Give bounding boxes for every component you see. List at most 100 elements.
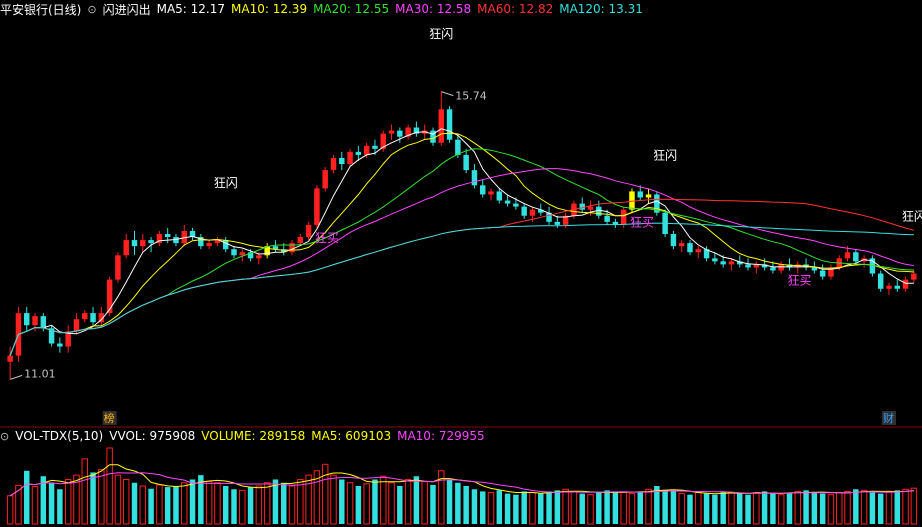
volume-bar (496, 490, 503, 524)
ma-lines (9, 128, 915, 356)
candle-body (289, 243, 295, 253)
candle-body (90, 313, 96, 323)
volume-bar (372, 479, 378, 524)
volume-panel (6, 447, 918, 525)
volume-bar (538, 493, 544, 524)
volume-bar (546, 491, 552, 524)
volume-bar (156, 484, 163, 525)
volume-bar (31, 486, 39, 525)
volume-bar (562, 488, 569, 525)
collapse-icon[interactable]: ⊙ (0, 429, 10, 443)
candle-body (844, 252, 851, 259)
candle-body (902, 279, 909, 289)
volume-bar (388, 482, 395, 525)
high-label: 15.74 (455, 90, 487, 103)
candle-body (546, 212, 552, 222)
buy-signal-label: 狂买 (787, 274, 811, 288)
candle-body (140, 240, 146, 247)
candle-body (305, 224, 312, 238)
candle-body (894, 285, 901, 289)
high-pointer (441, 91, 454, 97)
candle-body (380, 133, 386, 149)
volume-bar (73, 474, 80, 525)
volume-bar (81, 458, 88, 525)
candle-body (164, 234, 171, 238)
candle-body (562, 215, 569, 225)
volume-bar (777, 494, 785, 525)
ma-legend-item: MA120: 13.31 (559, 2, 643, 16)
volume-bar (910, 487, 918, 525)
volume-bar (297, 478, 304, 525)
candle-body (115, 255, 121, 280)
candle-body (355, 151, 362, 155)
ma120-line (9, 222, 914, 356)
volume-bar (363, 483, 370, 525)
collapse-icon[interactable]: ⊙ (87, 2, 97, 16)
volume-bar (620, 492, 627, 525)
event-marker: 财 (883, 411, 894, 425)
stock-title[interactable]: 平安银行(日线) (0, 2, 82, 17)
indicator-name[interactable]: 闪进闪出 (102, 2, 151, 17)
candle-body (148, 240, 154, 244)
candle-body (446, 109, 453, 140)
volume-bar (902, 488, 909, 525)
candle-body (181, 230, 187, 244)
volume-bar (728, 492, 735, 525)
ma60-line (9, 198, 915, 356)
volume-bar (173, 486, 179, 524)
candle-body (48, 328, 55, 344)
candle-body (173, 237, 179, 244)
candle-body (247, 252, 254, 259)
volume-bar (521, 491, 527, 524)
candle-body (405, 127, 411, 137)
volume-bar (786, 492, 793, 524)
ma30-line (9, 168, 914, 356)
volume-bar (355, 486, 362, 524)
volume-bar (827, 494, 835, 525)
volume-bar (479, 491, 486, 524)
volume-bar (687, 494, 693, 524)
candle-body (322, 170, 328, 189)
volume-bar (737, 493, 743, 524)
vol-indicator-name[interactable]: VOL-TDX(5,10) (15, 429, 104, 443)
candle-body (430, 130, 436, 143)
candle-body (745, 264, 751, 268)
candle-body (297, 237, 304, 244)
volume-bar (198, 475, 204, 524)
candle-body (82, 313, 88, 320)
volume-bar (654, 486, 660, 524)
volume-bar (239, 489, 246, 525)
volume-header: ⊙ VOL-TDX(5,10) VVOL: 975908 VOLUME: 289… (0, 427, 922, 445)
volume-bar (380, 475, 387, 525)
volume-bar (305, 474, 312, 525)
volume-bar (720, 491, 726, 524)
candle-body (372, 145, 378, 149)
volume-ma10-line (9, 472, 914, 497)
candle-body (670, 234, 677, 247)
volume-bar (231, 489, 237, 524)
candle-body (554, 221, 561, 225)
volume-bar (712, 494, 718, 524)
volume-bar (761, 491, 768, 524)
candle-body (778, 264, 784, 271)
volume-bar (139, 485, 147, 525)
low-label: 11.01 (24, 367, 56, 380)
volume-bar (430, 484, 436, 524)
candle-body (620, 209, 627, 225)
sell-signal-label: 狂闪 (214, 176, 238, 190)
candle-body (579, 203, 585, 210)
volume-bar (281, 482, 287, 524)
volume-bar (770, 493, 776, 524)
candle-body (57, 343, 63, 347)
candle-body (728, 261, 735, 265)
volume-bar (106, 447, 113, 525)
candle-body (231, 249, 237, 256)
volume-bar (346, 482, 354, 525)
volume-bar (205, 481, 213, 525)
volume-bar (15, 484, 22, 525)
candle-body (347, 151, 353, 165)
volume-bar (853, 489, 859, 524)
volume-bar (131, 482, 138, 524)
event-marker-box (102, 411, 117, 425)
